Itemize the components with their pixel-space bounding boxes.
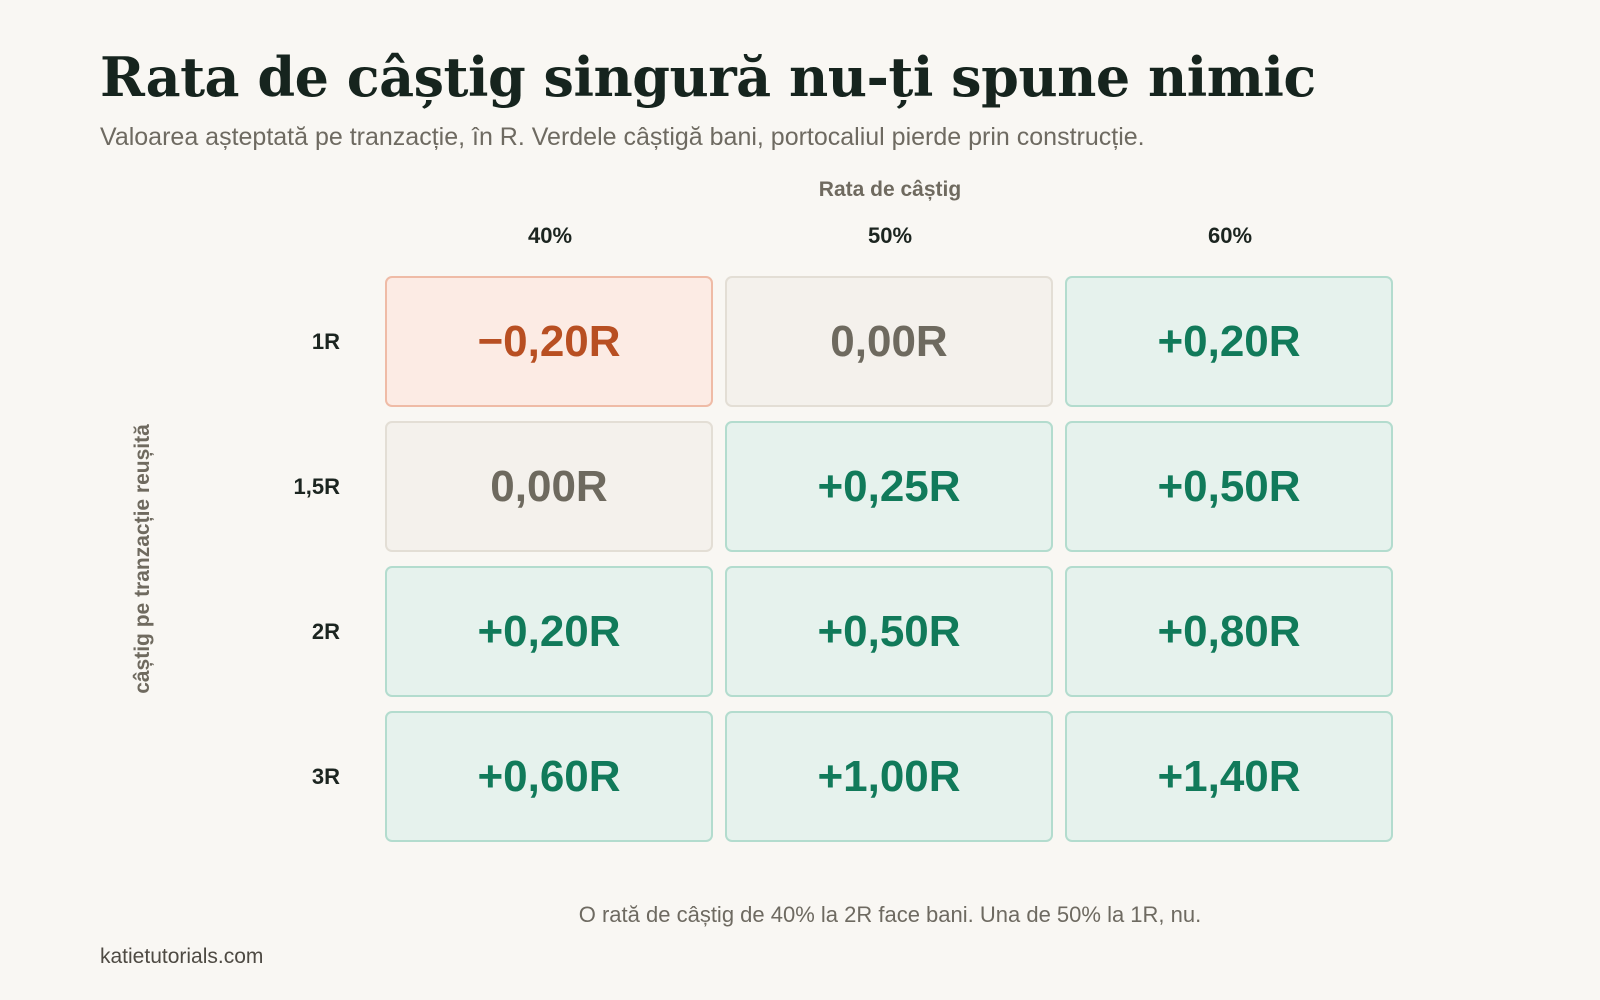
heatmap-cell: +1,40R [1065,711,1393,842]
heatmap-cell: +0,60R [385,711,713,842]
heatmap-cell: +1,00R [725,711,1053,842]
y-axis-label: câștig pe tranzacție reușită [131,424,154,694]
heatmap-cell: −0,20R [385,276,713,407]
column-header: 50% [867,223,913,248]
heatmap-cell: +0,80R [1065,566,1393,697]
footer-site: katietutorials.com [100,945,264,968]
row-header: 3R [311,763,340,789]
heatmap-cell: +0,25R [725,421,1053,552]
heatmap-cell: 0,00R [725,276,1053,407]
row-header: 1,5R [293,473,340,499]
x-axis-label: Rata de câștig [818,178,962,201]
row-header: 1R [311,328,340,354]
row-header: 2R [311,618,340,644]
heatmap-cell: +0,20R [385,566,713,697]
column-header: 40% [527,223,573,248]
takeaway-note: O rată de câștig de 40% la 2R face bani.… [578,902,1202,927]
heatmap-cell: +0,50R [725,566,1053,697]
heatmap-cell: 0,00R [385,421,713,552]
page-title: Rata de câștig singură nu-ți spune nimic [100,45,1316,109]
column-header: 60% [1207,223,1253,248]
heatmap-cell: +0,50R [1065,421,1393,552]
subtitle: Valoarea așteptată pe tranzacție, în R. … [100,123,1145,151]
heatmap-cell: +0,20R [1065,276,1393,407]
